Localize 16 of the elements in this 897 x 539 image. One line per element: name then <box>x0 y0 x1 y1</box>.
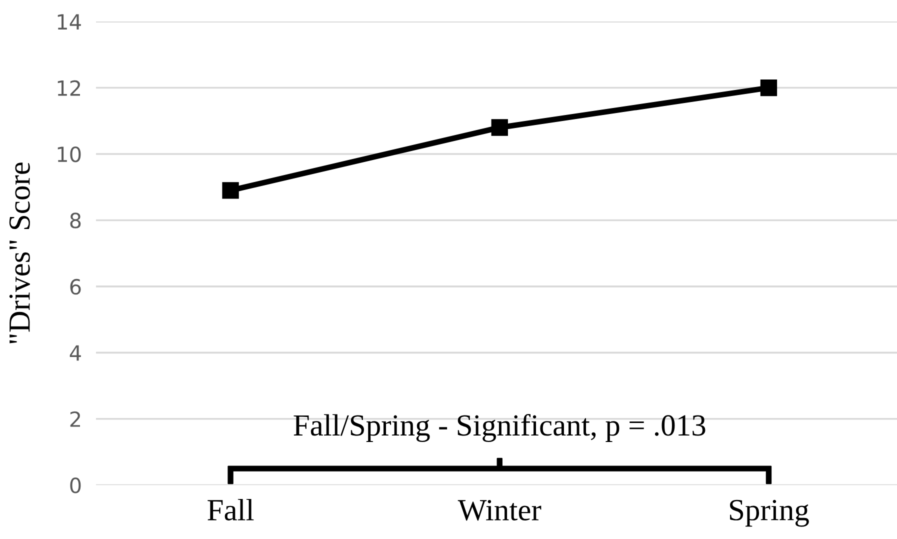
y-tick-label: 12 <box>58 80 80 96</box>
x-tick-label: Spring <box>730 500 809 527</box>
y-tick-label: 8 <box>70 212 81 228</box>
x-tick-label: Winter <box>458 500 542 521</box>
y-tick-label: 10 <box>58 146 81 162</box>
x-tick-label: Fall <box>208 498 254 520</box>
y-tick-label: 0 <box>70 478 81 494</box>
y-tick-label: 4 <box>70 345 81 361</box>
y-tick-label: 14 <box>58 14 81 30</box>
point <box>222 182 239 199</box>
annotation: Fall/Spring - Significant, p = .013 <box>294 414 706 442</box>
point <box>760 79 778 96</box>
y-axis-title: "Drives" Score <box>9 162 30 344</box>
y-tick-label: 2 <box>70 411 80 427</box>
y-tick-label: 6 <box>70 278 81 295</box>
point <box>491 119 508 136</box>
